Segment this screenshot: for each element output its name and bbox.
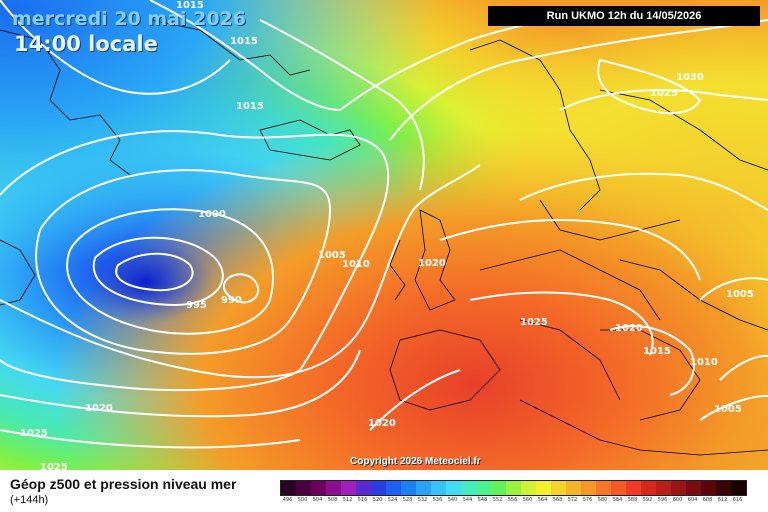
legend-tick-label: 560: [522, 497, 533, 503]
legend-swatch: [731, 481, 746, 495]
legend-swatch: [506, 481, 521, 495]
legend-swatch: [431, 481, 446, 495]
model-run-label: Run UKMO 12h du 14/05/2026: [488, 6, 760, 26]
legend-tick-label: 600: [672, 497, 683, 503]
legend-tick-label: 508: [327, 497, 338, 503]
legend-tick-label: 588: [627, 497, 638, 503]
legend-tick-label: 556: [507, 497, 518, 503]
copyright-notice: Copyright 2026 Meteociel.fr: [350, 456, 481, 467]
isobar-label: 1015: [643, 346, 671, 357]
isobar-label: 1015: [176, 0, 204, 11]
legend-swatch: [386, 481, 401, 495]
legend-tick-label: 596: [657, 497, 668, 503]
legend-swatch: [686, 481, 701, 495]
color-legend: 496 500 504 508 512 516 520 524 528 532 536 540 544 5…: [280, 480, 760, 504]
legend-swatch: [716, 481, 731, 495]
legend-tick-label: 552: [492, 497, 503, 503]
isobar-label: 1000: [198, 209, 226, 220]
legend-swatch: [281, 481, 296, 495]
isobar-label: 1005: [726, 289, 754, 300]
isobar-labels: 1015 1015 1000 995 990 1005 1010 1020 10…: [20, 0, 754, 470]
legend-swatch: [581, 481, 596, 495]
map-title: Géop z500 et pression niveau mer: [10, 476, 237, 492]
legend-ticks: 496 500 504 508 512 516 520 524 528 532 536 540 544 5…: [280, 497, 745, 503]
legend-swatch: [701, 481, 716, 495]
legend-swatch: [626, 481, 641, 495]
isobar-label: 995: [186, 300, 207, 311]
legend-swatch: [656, 481, 671, 495]
legend-tick-label: 516: [357, 497, 368, 503]
isobar-label: 1005: [714, 404, 742, 415]
isobar-label: 1025: [20, 428, 48, 439]
isobar-label: 1025: [650, 88, 678, 99]
legend-swatch: [416, 481, 431, 495]
map-footer: Géop z500 et pression niveau mer (+144h)…: [0, 470, 768, 512]
legend-tick-label: 572: [567, 497, 578, 503]
legend-swatch: [566, 481, 581, 495]
legend-swatch: [311, 481, 326, 495]
isobar-label: 1010: [690, 357, 718, 368]
isobar-label: 1020: [85, 403, 113, 414]
isobar-label: 990: [221, 295, 242, 306]
isobars: [0, 0, 768, 447]
coastlines: [0, 19, 768, 456]
legend-tick-label: 616: [732, 497, 743, 503]
legend-swatch: [296, 481, 311, 495]
legend-swatch: [356, 481, 371, 495]
legend-tick-label: 592: [642, 497, 653, 503]
isobar-label: 1020: [615, 323, 643, 334]
legend-swatch: [371, 481, 386, 495]
legend-tick-label: 528: [402, 497, 413, 503]
isobar-label: 1020: [418, 258, 446, 269]
legend-swatch: [521, 481, 536, 495]
legend-swatch: [491, 481, 506, 495]
legend-tick-label: 548: [477, 497, 488, 503]
isobar-label: 1010: [342, 259, 370, 270]
legend-tick-label: 512: [342, 497, 353, 503]
legend-swatch: [641, 481, 656, 495]
isobar-label: 1005: [318, 250, 346, 261]
legend-tick-label: 524: [387, 497, 398, 503]
forecast-time: 14:00 locale: [14, 32, 158, 56]
legend-tick-label: 536: [432, 497, 443, 503]
legend-swatch: [536, 481, 551, 495]
legend-tick-label: 500: [297, 497, 308, 503]
isobar-label: 1025: [520, 317, 548, 328]
isobar-label: 1020: [368, 418, 396, 429]
isobar-label: 1030: [676, 72, 704, 83]
legend-tick-label: 608: [702, 497, 713, 503]
legend-tick-label: 604: [687, 497, 698, 503]
legend-tick-label: 576: [582, 497, 593, 503]
forecast-map: 1015 1015 1000 995 990 1005 1010 1020 10…: [0, 0, 768, 470]
legend-swatch: [596, 481, 611, 495]
legend-swatch: [476, 481, 491, 495]
isobar-label: 1015: [236, 101, 264, 112]
isobar-label: 1025: [40, 462, 68, 470]
legend-tick-label: 532: [417, 497, 428, 503]
legend-tick-label: 520: [372, 497, 383, 503]
legend-swatch: [461, 481, 476, 495]
isobar-label: 1015: [230, 36, 258, 47]
legend-tick-label: 540: [447, 497, 458, 503]
legend-swatches: [280, 480, 747, 496]
legend-tick-label: 612: [717, 497, 728, 503]
geopotential-low-core: [0, 0, 768, 470]
legend-swatch: [446, 481, 461, 495]
legend-swatch: [671, 481, 686, 495]
legend-swatch: [551, 481, 566, 495]
legend-tick-label: 544: [462, 497, 473, 503]
legend-tick-label: 504: [312, 497, 323, 503]
legend-tick-label: 568: [552, 497, 563, 503]
legend-swatch: [326, 481, 341, 495]
legend-tick-label: 580: [597, 497, 608, 503]
legend-tick-label: 496: [282, 497, 293, 503]
forecast-lead-time: (+144h): [10, 494, 49, 506]
legend-tick-label: 564: [537, 497, 548, 503]
legend-swatch: [611, 481, 626, 495]
legend-swatch: [341, 481, 356, 495]
legend-swatch: [401, 481, 416, 495]
legend-tick-label: 584: [612, 497, 623, 503]
forecast-date: mercredi 20 mai 2026: [12, 8, 246, 30]
